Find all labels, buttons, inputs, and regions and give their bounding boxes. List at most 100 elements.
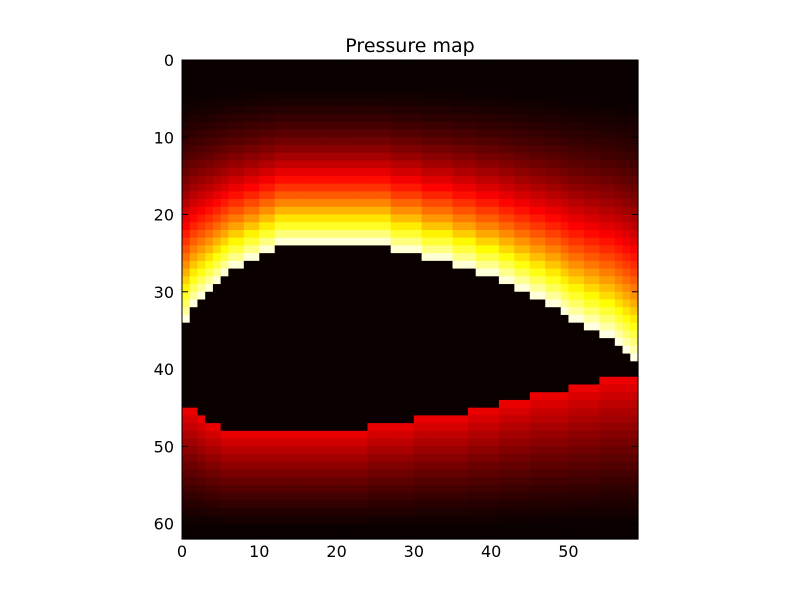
- heatmap-cell: [560, 430, 570, 440]
- heatmap-cell: [212, 245, 222, 254]
- heatmap-cell: [243, 307, 253, 316]
- heatmap-cell: [220, 477, 229, 486]
- heatmap-cell: [591, 392, 600, 401]
- heatmap-cell: [483, 399, 492, 409]
- heatmap-cell: [352, 407, 361, 416]
- heatmap-cell: [607, 500, 616, 509]
- heatmap-cell: [421, 98, 430, 107]
- heatmap-cell: [220, 384, 229, 393]
- heatmap-cell: [529, 175, 539, 185]
- heatmap-cell: [583, 345, 593, 355]
- heatmap-cell: [251, 144, 260, 154]
- heatmap-cell: [607, 214, 616, 223]
- heatmap-cell: [406, 260, 415, 270]
- heatmap-cell: [475, 98, 485, 107]
- heatmap-cell: [599, 245, 608, 254]
- heatmap-cell: [236, 121, 245, 131]
- heatmap-cell: [429, 168, 438, 177]
- heatmap-cell: [305, 160, 314, 169]
- heatmap-cell: [336, 129, 345, 138]
- heatmap-cell: [537, 67, 546, 77]
- heatmap-cell: [537, 469, 546, 478]
- heatmap-cell: [560, 160, 570, 169]
- heatmap-cell: [313, 454, 322, 463]
- heatmap-cell: [205, 260, 214, 270]
- x-tick-label: 0: [177, 542, 187, 561]
- heatmap-cell: [367, 345, 376, 355]
- heatmap-cell: [514, 407, 523, 416]
- heatmap-cell: [243, 415, 253, 424]
- heatmap-cell: [599, 260, 608, 270]
- heatmap-cell: [437, 484, 446, 494]
- heatmap-cell: [313, 83, 322, 92]
- heatmap-cell: [514, 531, 523, 540]
- heatmap-cell: [182, 423, 191, 432]
- heatmap-cell: [398, 284, 407, 293]
- heatmap-cell: [591, 160, 600, 169]
- heatmap-cell: [437, 423, 446, 432]
- heatmap-cell: [545, 314, 554, 324]
- heatmap-cell: [599, 60, 608, 69]
- heatmap-cell: [189, 291, 199, 301]
- heatmap-cell: [413, 291, 423, 301]
- heatmap-cell: [205, 430, 214, 440]
- heatmap-cell: [413, 121, 423, 131]
- heatmap-cell: [313, 314, 322, 324]
- heatmap-cell: [406, 423, 415, 432]
- heatmap-cell: [359, 260, 369, 270]
- heatmap-cell: [382, 345, 392, 355]
- heatmap-cell: [259, 175, 268, 185]
- heatmap-cell: [483, 284, 492, 293]
- heatmap-cell: [522, 106, 531, 115]
- heatmap-cell: [390, 314, 400, 324]
- heatmap-cell: [437, 438, 446, 447]
- heatmap-cell: [382, 98, 392, 107]
- heatmap-cell: [251, 492, 260, 501]
- heatmap-cell: [243, 477, 253, 486]
- heatmap-cell: [189, 446, 199, 455]
- heatmap-cell: [390, 477, 400, 486]
- heatmap-cell: [344, 314, 353, 324]
- heatmap-cell: [336, 438, 345, 447]
- heatmap-cell: [537, 237, 546, 247]
- heatmap-cell: [321, 245, 330, 254]
- heatmap-cell: [352, 253, 361, 262]
- heatmap-cell: [444, 438, 454, 447]
- heatmap-cell: [328, 407, 338, 416]
- heatmap-cell: [483, 137, 492, 146]
- heatmap-cell: [552, 330, 562, 339]
- heatmap-cell: [205, 160, 214, 169]
- heatmap-cell: [545, 206, 554, 216]
- heatmap-cell: [444, 392, 454, 401]
- heatmap-cell: [390, 160, 400, 169]
- heatmap-cell: [243, 245, 253, 254]
- heatmap-cell: [313, 137, 322, 146]
- heatmap-cell: [607, 268, 616, 277]
- heatmap-cell: [491, 469, 500, 478]
- heatmap-cell: [591, 307, 600, 316]
- heatmap-cell: [429, 330, 438, 339]
- heatmap-cell: [189, 268, 199, 277]
- heatmap-cell: [367, 477, 376, 486]
- heatmap-cell: [506, 129, 515, 138]
- heatmap-cell: [182, 222, 191, 231]
- heatmap-cell: [444, 191, 454, 200]
- heatmap-cell: [406, 214, 415, 223]
- heatmap-cell: [599, 322, 608, 332]
- heatmap-cell: [267, 299, 276, 308]
- heatmap-cell: [498, 423, 508, 432]
- heatmap-cell: [467, 508, 477, 517]
- heatmap-cell: [591, 523, 600, 532]
- heatmap-cell: [452, 508, 461, 517]
- heatmap-cell: [282, 284, 291, 293]
- heatmap-cell: [282, 75, 291, 84]
- heatmap-cell: [359, 307, 369, 316]
- heatmap-cell: [467, 330, 477, 339]
- heatmap-cell: [467, 291, 477, 301]
- heatmap-cell: [267, 415, 276, 424]
- heatmap-cell: [367, 376, 376, 386]
- heatmap-cell: [220, 469, 229, 478]
- heatmap-cell: [251, 477, 260, 486]
- heatmap-cell: [352, 338, 361, 347]
- heatmap-cell: [313, 260, 322, 270]
